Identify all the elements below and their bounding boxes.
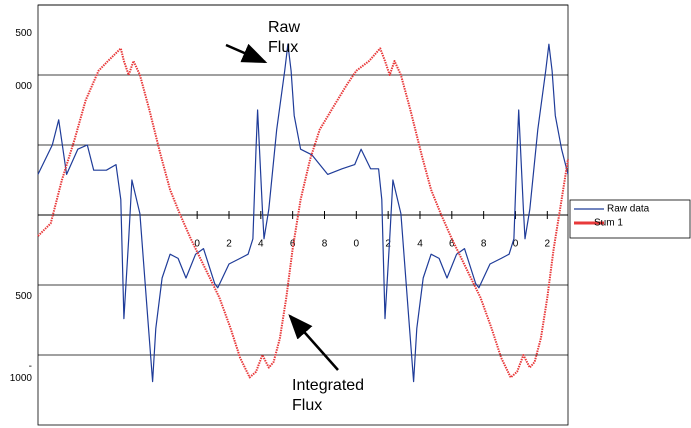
annotation: Raw Flux xyxy=(268,19,301,56)
x-tick-label: 8 xyxy=(322,239,328,250)
x-tick-label: 0 xyxy=(194,239,200,250)
x-tick-label: 2 xyxy=(385,239,391,250)
x-tick-label: 4 xyxy=(417,239,423,250)
annotation: Integrated Flux xyxy=(292,377,365,414)
x-tick-label: 2 xyxy=(545,239,551,250)
x-tick-label: 4 xyxy=(258,239,264,250)
series-line xyxy=(37,43,569,383)
x-tick-label: 0 xyxy=(354,239,360,250)
y-tick-label: 500 xyxy=(15,291,32,302)
legend-box xyxy=(569,199,691,239)
arrow xyxy=(288,314,339,371)
y-tick-label: - 1000 xyxy=(9,361,32,384)
y-tick-label: 000 xyxy=(15,81,32,92)
x-tick-label: 8 xyxy=(481,239,487,250)
legend-label: Sum 1 xyxy=(594,218,623,229)
series-line xyxy=(37,47,569,379)
y-tick-label: 500 xyxy=(15,28,32,39)
x-tick-label: 6 xyxy=(449,239,455,250)
legend-label: Raw data xyxy=(607,204,650,215)
x-tick-label: 0 xyxy=(513,239,519,250)
x-tick-label: 2 xyxy=(226,239,232,250)
arrow xyxy=(225,43,268,64)
